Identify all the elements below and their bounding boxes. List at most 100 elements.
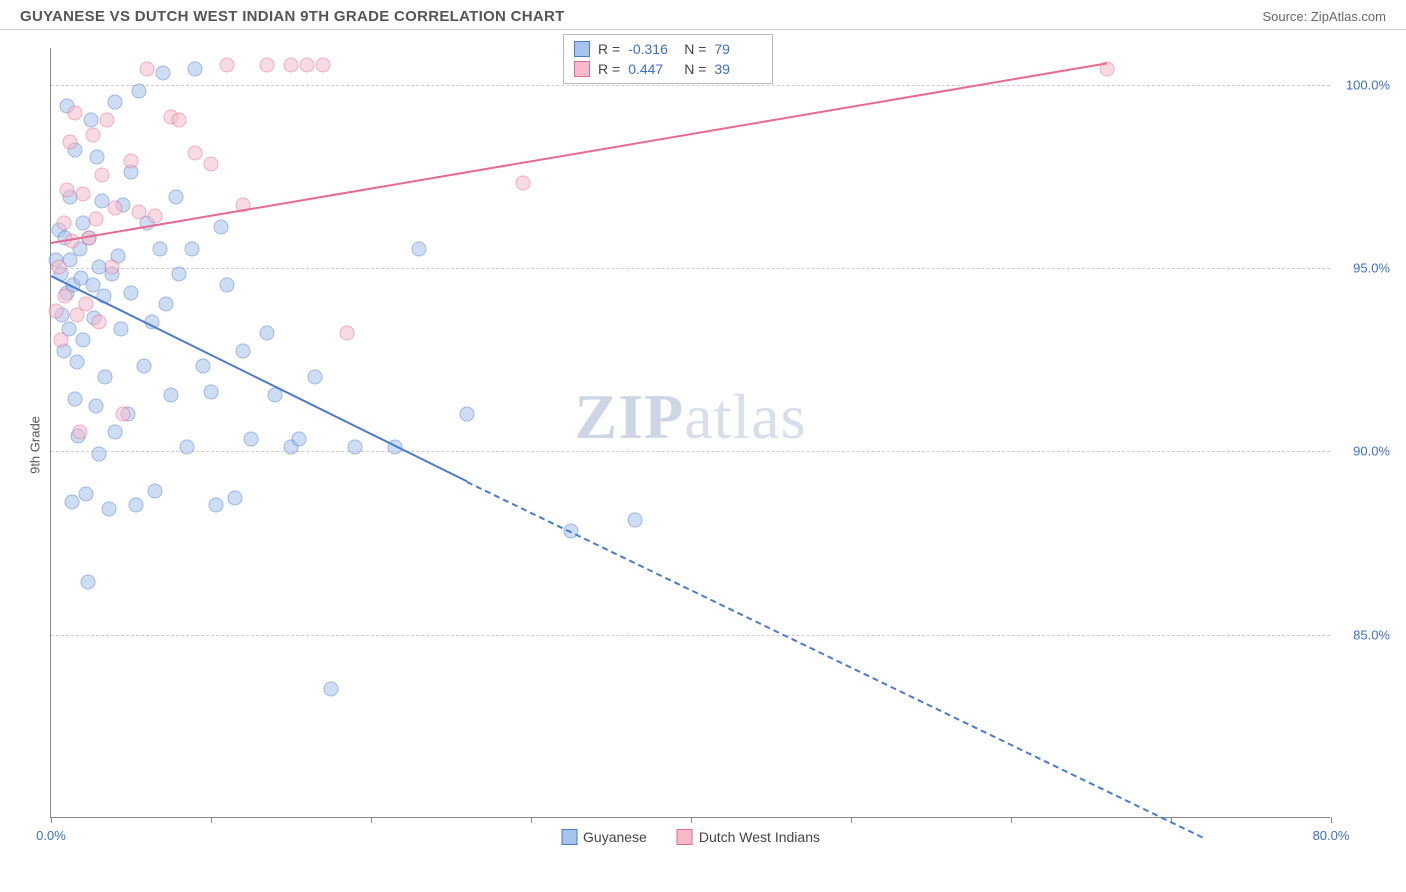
x-tick-label: 0.0% (36, 828, 66, 843)
data-point (204, 157, 219, 172)
chart-area: 9th Grade ZIPatlas 85.0%90.0%95.0%100.0%… (0, 30, 1406, 860)
data-point (516, 175, 531, 190)
y-tick-label: 90.0% (1335, 444, 1390, 459)
data-point (308, 370, 323, 385)
data-point (116, 406, 131, 421)
data-point (108, 95, 123, 110)
data-point (80, 575, 95, 590)
data-point (92, 447, 107, 462)
data-point (48, 304, 63, 319)
data-point (172, 113, 187, 128)
data-point (136, 359, 151, 374)
data-point (180, 439, 195, 454)
data-point (292, 432, 307, 447)
y-tick-label: 95.0% (1335, 261, 1390, 276)
gridline (51, 451, 1330, 452)
r-label: R = (598, 41, 620, 57)
data-point (88, 399, 103, 414)
data-point (100, 113, 115, 128)
trend-line (467, 481, 1204, 838)
n-value: 79 (714, 41, 762, 57)
data-point (69, 355, 84, 370)
data-point (108, 425, 123, 440)
x-tick (851, 817, 852, 823)
data-point (95, 168, 110, 183)
r-value: 0.447 (628, 61, 676, 77)
data-point (124, 285, 139, 300)
data-point (152, 241, 167, 256)
data-point (340, 326, 355, 341)
watermark: ZIPatlas (575, 380, 807, 454)
data-point (300, 58, 315, 73)
data-point (56, 216, 71, 231)
data-point (72, 425, 87, 440)
data-point (156, 65, 171, 80)
data-point (628, 513, 643, 528)
legend-item: Dutch West Indians (677, 829, 820, 845)
data-point (260, 326, 275, 341)
data-point (76, 186, 91, 201)
data-point (324, 681, 339, 696)
data-point (236, 344, 251, 359)
data-point (58, 289, 73, 304)
x-tick (1011, 817, 1012, 823)
legend: Guyanese Dutch West Indians (561, 829, 820, 845)
data-point (124, 153, 139, 168)
data-point (316, 58, 331, 73)
data-point (188, 62, 203, 77)
chart-source: Source: ZipAtlas.com (1262, 9, 1386, 24)
data-point (79, 487, 94, 502)
stats-row: R =0.447N =39 (574, 59, 762, 79)
data-point (164, 388, 179, 403)
data-point (68, 106, 83, 121)
gridline (51, 268, 1330, 269)
data-point (79, 296, 94, 311)
source-link[interactable]: ZipAtlas.com (1311, 9, 1386, 24)
data-point (196, 359, 211, 374)
data-point (188, 146, 203, 161)
data-point (220, 278, 235, 293)
data-point (52, 260, 67, 275)
chart-header: GUYANESE VS DUTCH WEST INDIAN 9TH GRADE … (0, 0, 1406, 30)
series-swatch (574, 41, 590, 57)
data-point (101, 502, 116, 517)
data-point (184, 241, 199, 256)
x-tick (531, 817, 532, 823)
data-point (104, 260, 119, 275)
data-point (108, 201, 123, 216)
data-point (260, 58, 275, 73)
data-point (172, 267, 187, 282)
data-point (60, 183, 75, 198)
y-axis-label: 9th Grade (27, 416, 42, 474)
data-point (140, 62, 155, 77)
x-tick (211, 817, 212, 823)
data-point (348, 439, 363, 454)
y-tick-label: 100.0% (1335, 77, 1390, 92)
x-tick (51, 817, 52, 823)
data-point (90, 150, 105, 165)
plot-region: ZIPatlas 85.0%90.0%95.0%100.0%0.0%80.0%R… (50, 48, 1330, 818)
data-point (213, 219, 228, 234)
data-point (128, 498, 143, 513)
series-swatch (574, 61, 590, 77)
data-point (168, 190, 183, 205)
data-point (84, 113, 99, 128)
stats-row: R =-0.316N =79 (574, 39, 762, 59)
legend-item: Guyanese (561, 829, 647, 845)
n-label: N = (684, 61, 706, 77)
data-point (76, 333, 91, 348)
gridline (51, 635, 1330, 636)
data-point (98, 370, 113, 385)
data-point (53, 333, 68, 348)
data-point (204, 384, 219, 399)
data-point (284, 58, 299, 73)
legend-swatch (561, 829, 577, 845)
data-point (64, 494, 79, 509)
data-point (92, 315, 107, 330)
data-point (63, 135, 78, 150)
legend-swatch (677, 829, 693, 845)
n-label: N = (684, 41, 706, 57)
legend-label: Guyanese (583, 829, 647, 845)
trend-line (51, 63, 1107, 245)
data-point (208, 498, 223, 513)
